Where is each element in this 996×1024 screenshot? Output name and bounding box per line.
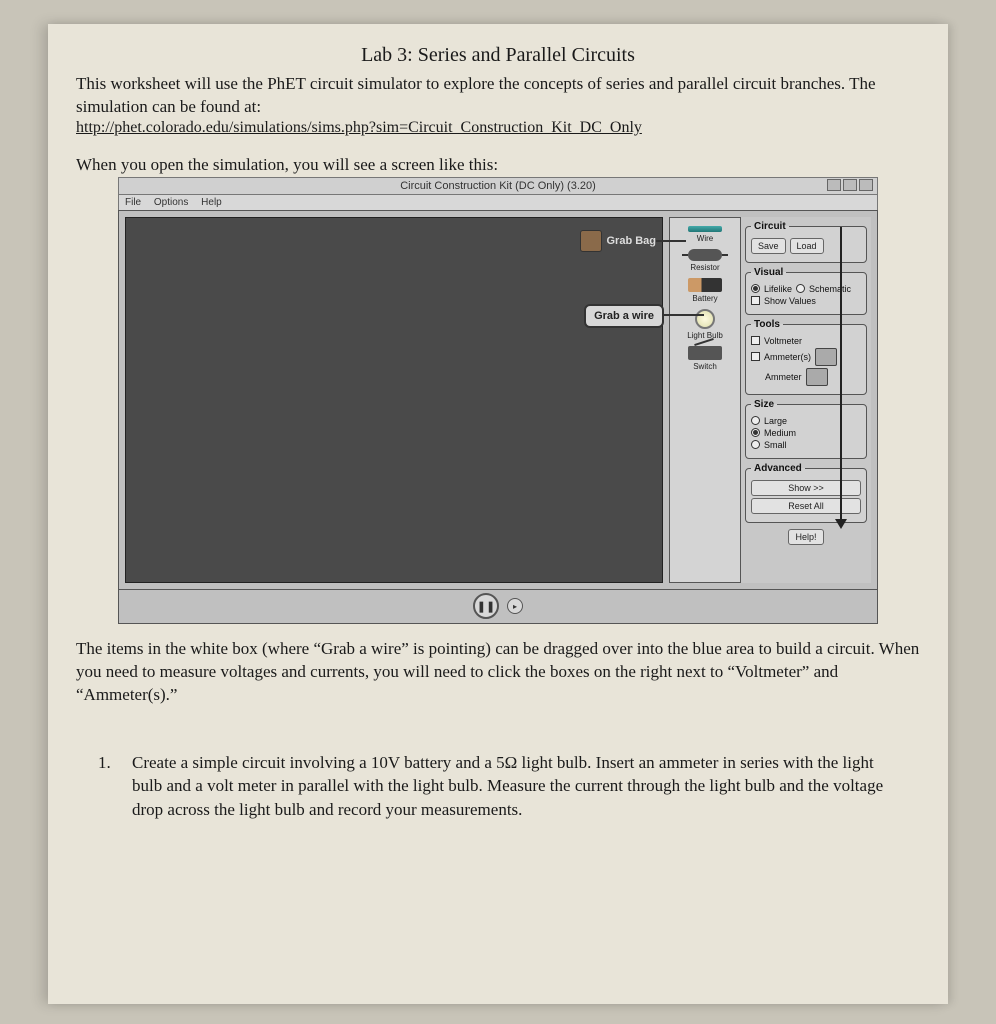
close-icon[interactable] bbox=[859, 179, 873, 191]
bag-icon[interactable] bbox=[580, 230, 602, 252]
sim-footer: ❚❚ ▸ bbox=[118, 590, 878, 624]
panel-circuit: Circuit Save Load bbox=[745, 221, 867, 263]
load-button[interactable]: Load bbox=[790, 238, 824, 254]
step-button[interactable]: ▸ bbox=[507, 598, 523, 614]
checkbox-show-values[interactable] bbox=[751, 296, 760, 305]
menu-options[interactable]: Options bbox=[154, 197, 188, 208]
simulation-url: http://phet.colorado.edu/simulations/sim… bbox=[76, 119, 920, 137]
play-pause-button[interactable]: ❚❚ bbox=[473, 593, 499, 619]
menu-help[interactable]: Help bbox=[201, 197, 222, 208]
reset-all-button[interactable]: Reset All bbox=[751, 498, 861, 514]
question-number: 1. bbox=[98, 751, 118, 821]
switch-icon bbox=[688, 346, 722, 360]
menu-file[interactable]: File bbox=[125, 197, 141, 208]
switch-label: Switch bbox=[693, 362, 717, 371]
parts-bin: Wire Resistor Battery Light Bulb bbox=[669, 217, 741, 583]
annotation-arrow-icon bbox=[840, 227, 842, 527]
ammeter-tool-icon bbox=[815, 348, 837, 366]
medium-label: Medium bbox=[764, 428, 796, 438]
resistor-label: Resistor bbox=[690, 263, 719, 272]
ammeter-label: Ammeter bbox=[765, 372, 802, 382]
radio-large[interactable] bbox=[751, 416, 760, 425]
show-button[interactable]: Show >> bbox=[751, 480, 861, 496]
grab-wire-callout: Grab a wire bbox=[584, 304, 664, 328]
checkbox-voltmeter[interactable] bbox=[751, 336, 760, 345]
question-1: 1. Create a simple circuit involving a 1… bbox=[76, 751, 920, 821]
small-label: Small bbox=[764, 440, 787, 450]
noncontact-ammeter-icon bbox=[806, 368, 828, 386]
panel-advanced-legend: Advanced bbox=[751, 463, 805, 474]
page-title: Lab 3: Series and Parallel Circuits bbox=[76, 44, 920, 67]
large-label: Large bbox=[764, 416, 787, 426]
show-values-label: Show Values bbox=[764, 296, 816, 306]
window-titlebar: Circuit Construction Kit (DC Only) (3.20… bbox=[118, 177, 878, 195]
schematic-label: Schematic bbox=[809, 284, 851, 294]
wire-icon bbox=[688, 226, 722, 232]
explain-text: The items in the white box (where “Grab … bbox=[76, 638, 920, 707]
grab-bag-callout: Grab Bag bbox=[580, 230, 656, 252]
light-bulb-icon bbox=[695, 309, 715, 329]
lead-text: When you open the simulation, you will s… bbox=[76, 155, 920, 175]
battery-icon bbox=[688, 278, 722, 292]
panel-advanced: Advanced Show >> Reset All bbox=[745, 463, 867, 523]
panel-tools-legend: Tools bbox=[751, 319, 783, 330]
minimize-icon[interactable] bbox=[827, 179, 841, 191]
panel-visual: Visual Lifelike Schematic Show Values bbox=[745, 267, 867, 315]
lifelike-label: Lifelike bbox=[764, 284, 792, 294]
light-bulb-label: Light Bulb bbox=[687, 331, 723, 340]
radio-medium[interactable] bbox=[751, 428, 760, 437]
intro-text: This worksheet will use the PhET circuit… bbox=[76, 73, 920, 119]
window-title: Circuit Construction Kit (DC Only) (3.20… bbox=[400, 180, 596, 192]
part-resistor[interactable]: Resistor bbox=[688, 249, 722, 272]
panel-tools: Tools Voltmeter Ammeter(s) Ammeter bbox=[745, 319, 867, 395]
question-text: Create a simple circuit involving a 10V … bbox=[132, 751, 908, 821]
menu-bar: File Options Help bbox=[118, 195, 878, 210]
panel-circuit-legend: Circuit bbox=[751, 221, 789, 232]
part-battery[interactable]: Battery bbox=[688, 278, 722, 303]
part-wire[interactable]: Wire bbox=[688, 222, 722, 243]
window-buttons bbox=[827, 179, 873, 191]
voltmeter-label: Voltmeter bbox=[764, 336, 802, 346]
save-button[interactable]: Save bbox=[751, 238, 786, 254]
help-button[interactable]: Help! bbox=[788, 529, 823, 545]
panel-size: Size Large Medium Small bbox=[745, 399, 867, 459]
checkbox-ammeters[interactable] bbox=[751, 352, 760, 361]
resistor-icon bbox=[688, 249, 722, 261]
panel-visual-legend: Visual bbox=[751, 267, 786, 278]
wire-label: Wire bbox=[697, 234, 713, 243]
panel-size-legend: Size bbox=[751, 399, 777, 410]
control-panels: Circuit Save Load Visual Lifelike Schema bbox=[741, 217, 871, 583]
ammeters-label: Ammeter(s) bbox=[764, 352, 811, 362]
worksheet-page: Lab 3: Series and Parallel Circuits This… bbox=[48, 24, 948, 1004]
radio-schematic[interactable] bbox=[796, 284, 805, 293]
maximize-icon[interactable] bbox=[843, 179, 857, 191]
circuit-canvas[interactable]: Grab Bag Grab a wire bbox=[125, 217, 663, 583]
sim-body: Grab Bag Grab a wire Wire Resistor bbox=[118, 210, 878, 590]
simulation-screenshot: Circuit Construction Kit (DC Only) (3.20… bbox=[76, 177, 920, 624]
part-switch[interactable]: Switch bbox=[688, 346, 722, 371]
battery-label: Battery bbox=[692, 294, 717, 303]
radio-small[interactable] bbox=[751, 440, 760, 449]
radio-lifelike[interactable] bbox=[751, 284, 760, 293]
grab-bag-label: Grab Bag bbox=[606, 235, 656, 247]
